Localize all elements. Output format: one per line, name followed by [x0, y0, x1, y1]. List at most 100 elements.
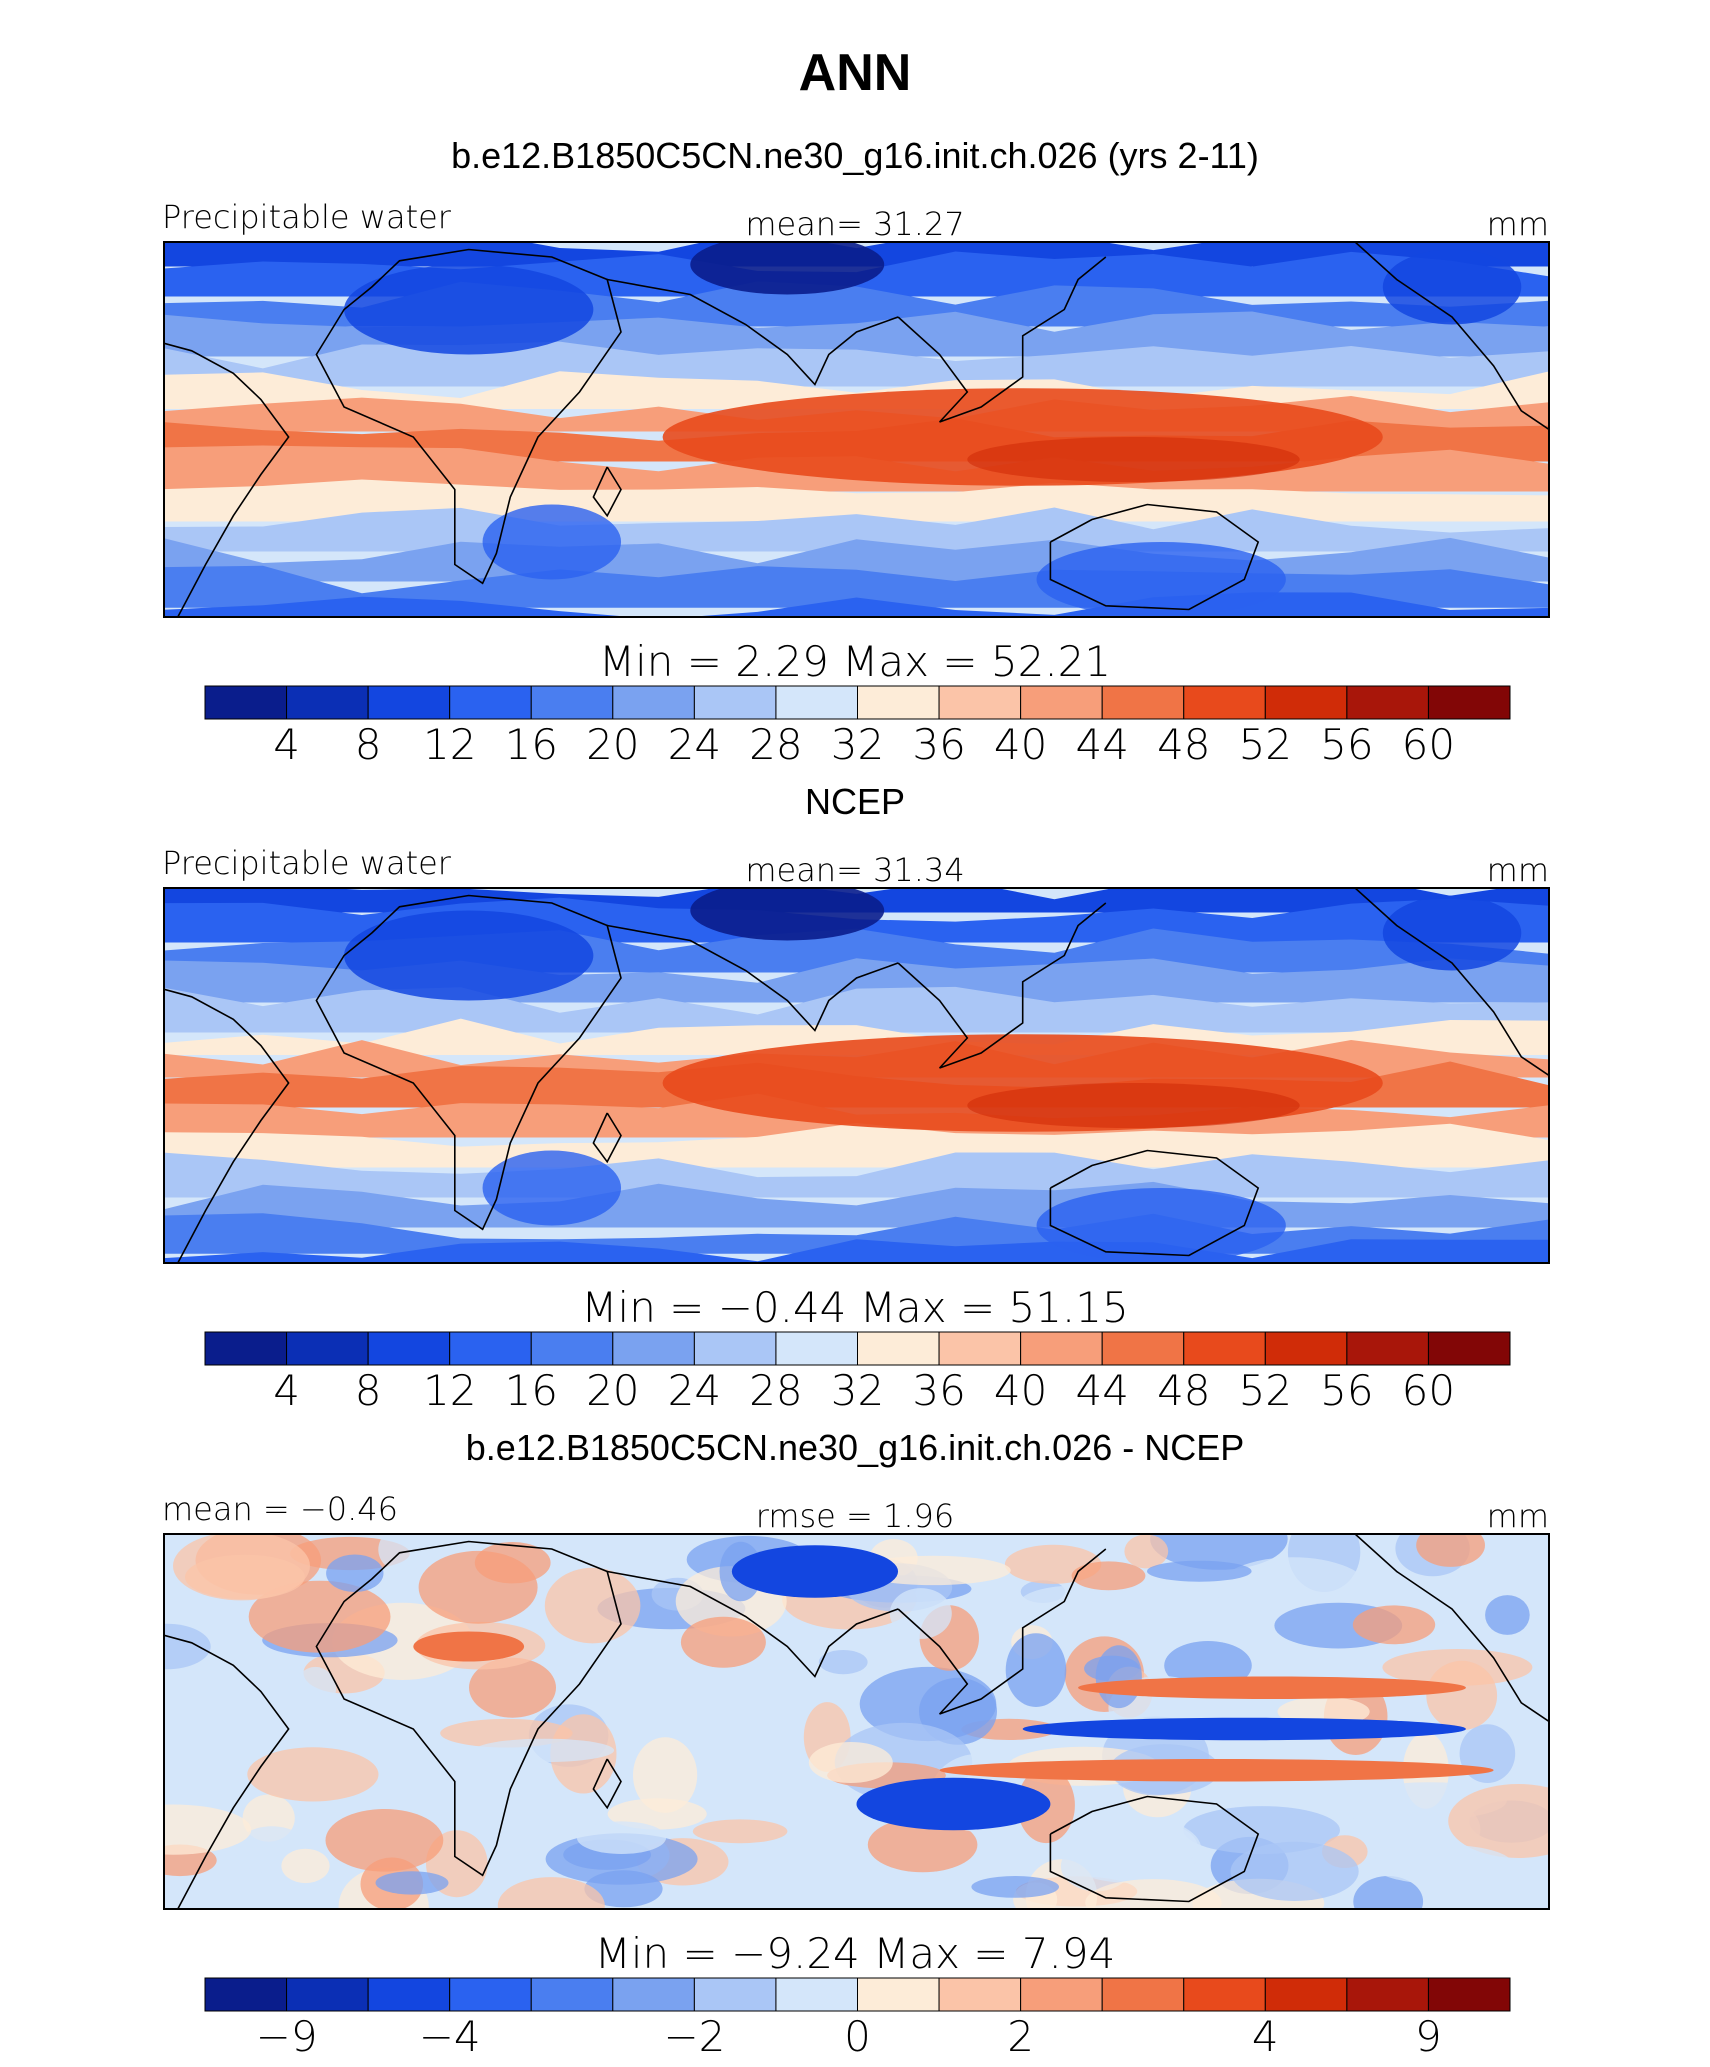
- colorbar-tick-label: 28: [749, 720, 802, 769]
- map-field: [164, 888, 1549, 1263]
- colorbar-swatch: [1346, 685, 1429, 720]
- colorbar-tick-label: 52: [1239, 1366, 1292, 1415]
- colorbar-tick-label: 48: [1157, 720, 1210, 769]
- colorbar-swatch: [1427, 685, 1511, 720]
- colorbar-swatch: [1264, 1977, 1348, 2012]
- colorbar-swatch: [286, 1331, 369, 1366]
- colorbar-swatch: [775, 1331, 858, 1366]
- panel-center-label: mean= 31.27: [745, 205, 964, 243]
- panel-center-label: rmse = 1.96: [756, 1497, 955, 1535]
- colorbar-swatch: [530, 1331, 614, 1366]
- colorbar-tick-label: 56: [1320, 720, 1373, 769]
- colorbar: −9 −4 −2 0 2 4 9: [204, 1977, 1511, 2061]
- colorbar-swatch: [693, 1977, 777, 2012]
- colorbar-swatch: [367, 685, 451, 720]
- colorbar-swatch: [1020, 1331, 1103, 1366]
- colorbar-swatch: [530, 685, 614, 720]
- colorbar-swatch: [1183, 685, 1266, 720]
- panel-3: b.e12.B1850C5CN.ne30_g16.init.ch.026 - N…: [162, 1427, 1550, 2061]
- colorbar-tick-label: 9: [1415, 2012, 1442, 2061]
- panel-left-label: Precipitable water: [162, 198, 452, 236]
- coastlines: [164, 888, 1549, 1263]
- colorbar-swatch: [1101, 685, 1185, 720]
- colorbar-swatch: [1427, 1977, 1511, 2012]
- colorbar-swatch: [1101, 1331, 1185, 1366]
- colorbar-swatch: [857, 1977, 940, 2012]
- colorbar-tick-label: 24: [668, 720, 721, 769]
- coastlines: [164, 242, 1549, 617]
- colorbar-swatch: [449, 685, 532, 720]
- colorbar-tick-label: 44: [1075, 720, 1128, 769]
- colorbar-swatch: [1264, 1331, 1348, 1366]
- colorbar-tick-label: 20: [586, 1366, 639, 1415]
- panel-title: NCEP: [805, 781, 905, 822]
- colorbar-swatch: [612, 1977, 695, 2012]
- colorbar-swatch: [1020, 1977, 1103, 2012]
- colorbar-swatch: [449, 1977, 532, 2012]
- colorbar-tick-label: 12: [423, 720, 476, 769]
- colorbar-tick-label: −9: [256, 2012, 318, 2061]
- colorbar-swatch: [693, 1331, 777, 1366]
- panels: b.e12.B1850C5CN.ne30_g16.init.ch.026 (yr…: [162, 135, 1550, 2061]
- colorbar-tick-label: 40: [994, 720, 1047, 769]
- colorbar-swatch: [857, 1331, 940, 1366]
- colorbar-swatch: [1427, 1331, 1511, 1366]
- panel-left-label: Precipitable water: [162, 844, 452, 882]
- colorbar-swatch: [938, 1977, 1022, 2012]
- colorbar: 4 8 12 16 20 24 28 32 36 40 44 48 52 56 60: [204, 685, 1511, 769]
- panel-2: NCEP Precipitable water mean= 31.34 mm Min =…: [162, 781, 1550, 1415]
- colorbar-tick-label: 4: [273, 1366, 300, 1415]
- colorbar-tick-label: −4: [419, 2012, 481, 2061]
- colorbar-swatch: [612, 685, 695, 720]
- panel-right-label: mm: [1487, 851, 1549, 889]
- colorbar-swatch: [286, 685, 369, 720]
- panel-center-label: mean= 31.34: [745, 851, 964, 889]
- colorbar-swatch: [775, 1977, 858, 2012]
- colorbar-tick-label: 16: [505, 1366, 558, 1415]
- colorbar-tick-label: 8: [355, 1366, 382, 1415]
- colorbar-tick-label: 0: [844, 2012, 871, 2061]
- colorbar-swatch: [204, 1331, 288, 1366]
- colorbar-tick-label: 20: [586, 720, 639, 769]
- colorbar-tick-label: 4: [1252, 2012, 1279, 2061]
- colorbar-tick-label: 16: [505, 720, 558, 769]
- map-field: [164, 1534, 1549, 1909]
- colorbar-tick-label: 44: [1075, 1366, 1128, 1415]
- panel-title: b.e12.B1850C5CN.ne30_g16.init.ch.026 (yr…: [451, 135, 1259, 176]
- panel-right-label: mm: [1487, 205, 1549, 243]
- min-max-label: Min = −9.24 Max = 7.94: [595, 1929, 1116, 1978]
- colorbar-tick-label: 52: [1239, 720, 1292, 769]
- colorbar-tick-label: 32: [831, 1366, 884, 1415]
- colorbar-swatch: [1346, 1331, 1429, 1366]
- colorbar-tick-label: 2: [1007, 2012, 1034, 2061]
- map-frame: [163, 887, 1550, 1264]
- colorbar-tick-label: 24: [668, 1366, 721, 1415]
- colorbar-tick-label: 12: [423, 1366, 476, 1415]
- colorbar-swatch: [204, 685, 288, 720]
- colorbar-swatch: [449, 1331, 532, 1366]
- colorbar-tick-label: 48: [1157, 1366, 1210, 1415]
- colorbar-tick-label: 60: [1402, 720, 1455, 769]
- colorbar-swatch: [367, 1331, 451, 1366]
- panel-1: b.e12.B1850C5CN.ne30_g16.init.ch.026 (yr…: [162, 135, 1550, 769]
- colorbar: 4 8 12 16 20 24 28 32 36 40 44 48 52 56 60: [204, 1331, 1511, 1415]
- colorbar-swatch: [1183, 1331, 1266, 1366]
- panel-left-label: mean = −0.46: [162, 1490, 398, 1528]
- colorbar-swatch: [1346, 1977, 1429, 2012]
- map-frame: [163, 241, 1550, 618]
- colorbar-tick-label: 36: [912, 720, 965, 769]
- colorbar-swatch: [1183, 1977, 1266, 2012]
- colorbar-tick-label: 4: [273, 720, 300, 769]
- colorbar-swatch: [286, 1977, 369, 2012]
- map-field: [164, 242, 1549, 617]
- colorbar-tick-label: 28: [749, 1366, 802, 1415]
- figure-title: ANN: [799, 44, 912, 102]
- colorbar-swatch: [1101, 1977, 1185, 2012]
- colorbar-swatch: [1020, 685, 1103, 720]
- colorbar-swatch: [204, 1977, 288, 2012]
- map-frame: [163, 1533, 1550, 1910]
- colorbar-tick-label: 36: [912, 1366, 965, 1415]
- coastlines: [164, 1534, 1549, 1909]
- min-max-label: Min = −0.44 Max = 51.15: [581, 1283, 1128, 1332]
